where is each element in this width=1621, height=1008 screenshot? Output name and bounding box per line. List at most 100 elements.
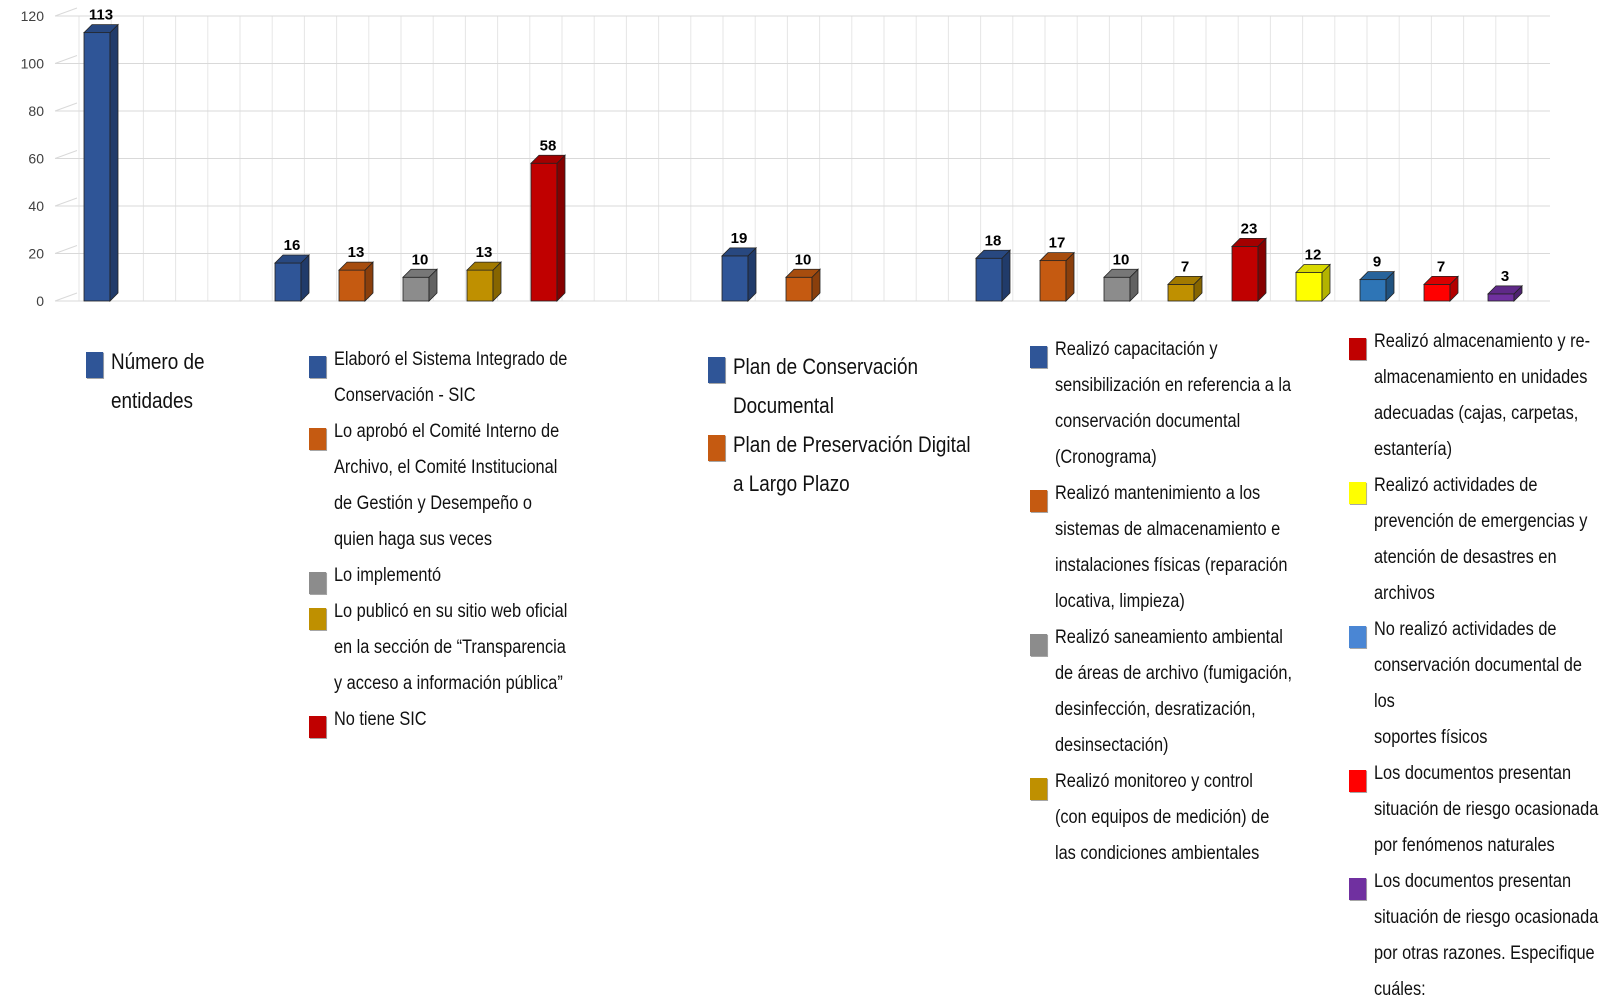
- legend-label-line: instalaciones físicas (reparación: [1054, 555, 1288, 576]
- bar: [1039, 260, 1067, 302]
- data-label: 7: [1437, 258, 1445, 275]
- legend-item: Los documentos presentan situación de rie…: [1349, 864, 1607, 1008]
- legend-label: Los documentos presentan situación de rie…: [1374, 864, 1598, 1008]
- y-tick-label: 100: [21, 56, 45, 72]
- legend-label-line: almacenamiento en unidades: [1373, 367, 1588, 388]
- legend-swatch: [1030, 634, 1048, 656]
- legend-label-line: Realizó saneamiento ambiental: [1054, 627, 1283, 648]
- grid-line-depth: [54, 292, 78, 302]
- legend-swatch: [309, 428, 327, 450]
- legend-label-line: Realizó actividades de: [1373, 475, 1538, 496]
- legend-item: No realizó actividades de conservación do…: [1349, 612, 1607, 756]
- bar: [1487, 293, 1515, 302]
- legend-label: No tiene SIC: [334, 702, 427, 738]
- legend-label-line: situación de riesgo ocasionada: [1373, 907, 1599, 928]
- legend-item: Realizó almacenamiento y re-almacenamien…: [1349, 324, 1607, 468]
- legend-label-line: (con equipos de medición) de: [1054, 807, 1270, 828]
- legend-item: Realizó actividades de prevención de emer…: [1349, 468, 1607, 612]
- data-label: 7: [1181, 258, 1189, 275]
- legend-label: Realizó capacitación y sensibilización en…: [1055, 332, 1291, 476]
- legend-label-line: No realizó actividades de: [1373, 619, 1557, 640]
- legend-label-line: Realizó almacenamiento y re-: [1373, 331, 1591, 352]
- bar-top: [83, 24, 119, 34]
- legend-label-line: Realizó capacitación y: [1054, 339, 1218, 360]
- legend-label: Realizó actividades de prevención de emer…: [1374, 468, 1587, 612]
- legend-label: Realizó monitoreo y control (con equipos …: [1055, 764, 1269, 872]
- legend-swatch: [1349, 482, 1367, 504]
- legend-item: Los documentos presentan situación de rie…: [1349, 756, 1607, 864]
- legend-item: Plan de Conservación Documental: [708, 347, 992, 425]
- legend-item: No tiene SIC: [309, 702, 593, 738]
- bar-side: [1257, 237, 1267, 302]
- bar: [785, 276, 813, 302]
- legend-label-line: atención de desastres en: [1373, 547, 1557, 568]
- legend-swatch: [309, 716, 327, 738]
- legend-label-line: Número de: [110, 349, 205, 374]
- legend-label: Plan de Conservación Documental: [733, 347, 918, 425]
- data-label: 18: [985, 232, 1002, 249]
- data-label: 10: [412, 251, 429, 268]
- legend-swatch: [309, 356, 327, 378]
- bar: [274, 262, 302, 302]
- legend-label-line: en la sección de “Transparencia: [333, 637, 566, 658]
- bar-top: [402, 268, 438, 278]
- bar-top: [530, 154, 566, 164]
- legend-label: Lo publicó en su sitio web oficial en la …: [334, 594, 567, 702]
- bar: [83, 32, 111, 302]
- legend-label-line: Plan de Preservación Digital: [732, 432, 971, 457]
- legend-label-line: archivos: [1373, 583, 1435, 604]
- legend-label-line: Lo implementó: [333, 565, 442, 586]
- legend-label-line: estantería): [1373, 439, 1453, 460]
- legend-item: Elaboró el Sistema Integrado de Conservac…: [309, 342, 593, 414]
- data-label: 19: [731, 230, 748, 247]
- legend-item: Plan de Preservación Digital a Largo Plaz…: [708, 425, 992, 503]
- legend-label-line: locativa, limpieza): [1054, 591, 1185, 612]
- bar-top: [1487, 285, 1523, 295]
- legend-label-line: desinsectación): [1054, 735, 1169, 756]
- legend-label-line: Los documentos presentan: [1373, 763, 1572, 784]
- legend-label-line: Archivo, el Comité Institucional: [333, 457, 558, 478]
- legend-item: Lo implementó: [309, 558, 593, 594]
- legend-group-actividades-a: Realizó capacitación y sensibilización en…: [1030, 332, 1370, 872]
- legend-group-planes: Plan de Conservación Documental Plan de Pr…: [708, 347, 1038, 503]
- legend-item: Lo publicó en su sitio web oficial en la …: [309, 594, 593, 702]
- legend-label-line: de Gestión y Desempeño o: [333, 493, 532, 514]
- legend-item: Lo aprobó el Comité Interno de Archivo, e…: [309, 414, 593, 558]
- bar: [721, 255, 749, 302]
- legend-item: Realizó saneamiento ambiental de áreas de…: [1030, 620, 1322, 764]
- legend-label-line: entidades: [110, 388, 194, 413]
- legend-label-line: Los documentos presentan: [1373, 871, 1572, 892]
- legend-swatch: [708, 357, 726, 383]
- legend-label-line: y acceso a información pública”: [333, 673, 563, 694]
- data-label: 17: [1049, 235, 1066, 252]
- data-label: 13: [476, 244, 493, 261]
- bar-top: [1359, 271, 1395, 281]
- legend-label-line: de áreas de archivo (fumigación,: [1054, 663, 1293, 684]
- legend-item: Número de entidades: [86, 342, 258, 420]
- grid-line-depth: [54, 102, 78, 112]
- grid-line-depth: [54, 150, 78, 159]
- y-tick-label: 80: [28, 103, 44, 119]
- bar-top: [274, 254, 310, 264]
- legend-swatch: [1349, 338, 1367, 360]
- bar-top: [1295, 264, 1331, 273]
- legend-swatch: [1030, 490, 1048, 512]
- legend-swatch: [309, 608, 327, 630]
- bar-top: [338, 261, 374, 271]
- legend-label-line: adecuadas (cajas, carpetas,: [1373, 403, 1579, 424]
- y-tick-label: 40: [28, 198, 44, 214]
- legend-swatch: [86, 352, 104, 378]
- legend-label-line: Documental: [732, 393, 834, 418]
- legend-label-line: Plan de Conservación: [732, 354, 919, 379]
- legend-label-line: las condiciones ambientales: [1054, 843, 1260, 864]
- legend-label-line: sistemas de almacenamiento e: [1054, 519, 1281, 540]
- legend-label-line: situación de riesgo ocasionada: [1373, 799, 1599, 820]
- bar: [530, 162, 558, 302]
- legend-label-line: sensibilización en referencia a la: [1054, 375, 1292, 396]
- data-label: 9: [1373, 254, 1381, 271]
- legend-group-entidades: Número de entidades: [86, 342, 286, 420]
- legend-label: Realizó mantenimiento a los sistemas de a…: [1055, 476, 1288, 620]
- legend-label: Número de entidades: [111, 342, 205, 420]
- legend-label: Realizó almacenamiento y re-almacenamien…: [1374, 324, 1590, 468]
- bar: [1295, 272, 1323, 302]
